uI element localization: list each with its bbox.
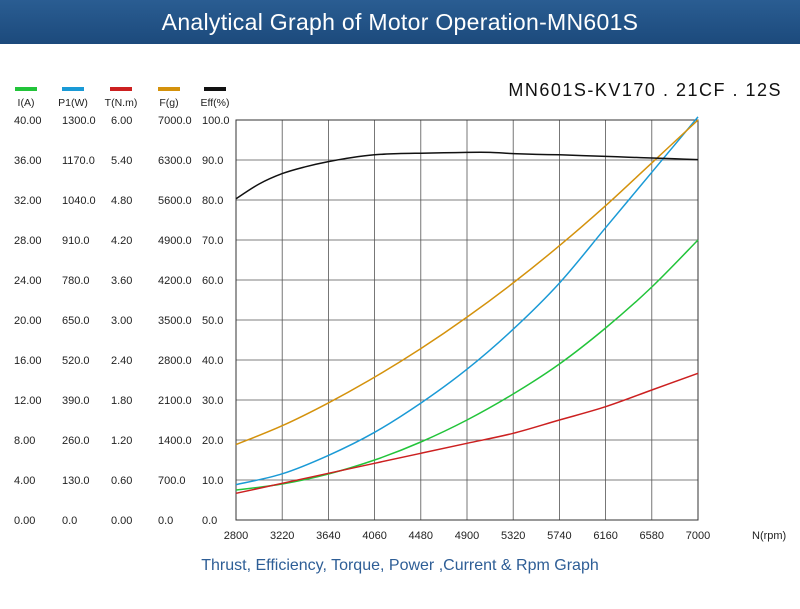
y-tick-label: 4.00 bbox=[14, 475, 35, 487]
x-tick-label: 3640 bbox=[316, 530, 340, 542]
y-tick-label: 4200.0 bbox=[158, 275, 192, 287]
y-tick-label: 24.00 bbox=[14, 275, 42, 287]
series-lines bbox=[235, 116, 699, 495]
series-line-1 bbox=[235, 116, 699, 486]
y-tick-label: 780.0 bbox=[62, 275, 90, 287]
y-tick-label: 20.0 bbox=[202, 435, 223, 447]
y-tick-label: 4.20 bbox=[111, 235, 132, 247]
y-tick-label: 3.60 bbox=[111, 275, 132, 287]
y-tick-label: 5.40 bbox=[111, 155, 132, 167]
y-tick-label: 8.00 bbox=[14, 435, 35, 447]
y-tick-label: 1300.0 bbox=[62, 115, 96, 127]
legend-label-3: F(g) bbox=[159, 97, 178, 109]
x-tick-label: 4060 bbox=[362, 530, 386, 542]
x-tick-label: 7000 bbox=[686, 530, 710, 542]
y-tick-label: 6.00 bbox=[111, 115, 132, 127]
series-line-2 bbox=[235, 372, 699, 495]
x-tick-label: 4480 bbox=[409, 530, 433, 542]
series-line-0 bbox=[235, 239, 699, 491]
y-tick-label: 2100.0 bbox=[158, 395, 192, 407]
legend-label-0: I(A) bbox=[18, 97, 35, 109]
y-tick-label: 700.0 bbox=[158, 475, 186, 487]
model-label: MN601S-KV170 . 21CF . 12S bbox=[508, 80, 782, 100]
y-tick-label: 10.0 bbox=[202, 475, 223, 487]
x-tick-label: 6160 bbox=[593, 530, 617, 542]
legend-swatch-4 bbox=[204, 87, 226, 91]
legend-swatch-2 bbox=[110, 87, 132, 91]
y-tick-label: 1400.0 bbox=[158, 435, 192, 447]
x-tick-label: 2800 bbox=[224, 530, 248, 542]
y-tick-label: 390.0 bbox=[62, 395, 90, 407]
x-axis-label: N(rpm) bbox=[752, 530, 786, 542]
series-line-4 bbox=[235, 151, 699, 200]
y-tick-label: 1040.0 bbox=[62, 195, 96, 207]
y-tick-label: 90.0 bbox=[202, 155, 223, 167]
plot-frame bbox=[235, 119, 699, 521]
y-tick-label: 80.0 bbox=[202, 195, 223, 207]
y-tick-label: 0.0 bbox=[62, 515, 77, 527]
y-tick-label: 4900.0 bbox=[158, 235, 192, 247]
y-tick-label: 60.0 bbox=[202, 275, 223, 287]
y-tick-label: 130.0 bbox=[62, 475, 90, 487]
y-tick-label: 0.0 bbox=[202, 515, 217, 527]
legend-label-2: T(N.m) bbox=[105, 97, 138, 109]
legend-swatch-0 bbox=[15, 87, 37, 91]
chart-caption: Thrust, Efficiency, Torque, Power ,Curre… bbox=[201, 557, 599, 574]
y-tick-label: 32.00 bbox=[14, 195, 42, 207]
y-tick-label: 3500.0 bbox=[158, 315, 192, 327]
x-tick-label: 6580 bbox=[640, 530, 664, 542]
legend: I(A) P1(W) T(N.m) F(g) Eff(%) bbox=[15, 87, 229, 109]
y-tick-label: 0.0 bbox=[158, 515, 173, 527]
y-tick-label: 0.00 bbox=[111, 515, 132, 527]
y-tick-label: 16.00 bbox=[14, 355, 42, 367]
y-tick-label: 30.0 bbox=[202, 395, 223, 407]
y-tick-label: 520.0 bbox=[62, 355, 90, 367]
legend-swatch-3 bbox=[158, 87, 180, 91]
y-tick-label: 40.0 bbox=[202, 355, 223, 367]
y-tick-label: 5600.0 bbox=[158, 195, 192, 207]
y-tick-label: 0.60 bbox=[111, 475, 132, 487]
y-tick-label: 20.00 bbox=[14, 315, 42, 327]
y-tick-label: 3.00 bbox=[111, 315, 132, 327]
y-tick-label: 70.0 bbox=[202, 235, 223, 247]
y-tick-label: 28.00 bbox=[14, 235, 42, 247]
y-tick-label: 2800.0 bbox=[158, 355, 192, 367]
x-tick-label: 4900 bbox=[455, 530, 479, 542]
y-tick-label: 1170.0 bbox=[62, 155, 95, 167]
chart-title: Analytical Graph of Motor Operation-MN60… bbox=[0, 0, 800, 44]
legend-swatch-1 bbox=[62, 87, 84, 91]
y-tick-label: 260.0 bbox=[62, 435, 90, 447]
y-tick-label: 1.80 bbox=[111, 395, 132, 407]
x-tick-label: 3220 bbox=[270, 530, 294, 542]
y-tick-label: 100.0 bbox=[202, 115, 230, 127]
y-tick-label: 1.20 bbox=[111, 435, 132, 447]
y-tick-label: 40.00 bbox=[14, 115, 42, 127]
y-tick-label: 4.80 bbox=[111, 195, 132, 207]
y-tick-label: 0.00 bbox=[14, 515, 35, 527]
legend-label-4: Eff(%) bbox=[201, 97, 230, 109]
y-tick-label: 50.0 bbox=[202, 315, 223, 327]
y-tick-label: 650.0 bbox=[62, 315, 90, 327]
y-axis-labels: 0.00 4.00 8.00 12.00 16.00 20.00 24.00 28.00 32.… bbox=[14, 115, 230, 527]
y-tick-label: 910.0 bbox=[62, 235, 90, 247]
y-tick-label: 2.40 bbox=[111, 355, 132, 367]
y-tick-label: 12.00 bbox=[14, 395, 42, 407]
series-line-3 bbox=[235, 119, 699, 446]
y-tick-label: 7000.0 bbox=[158, 115, 192, 127]
x-tick-label: 5740 bbox=[547, 530, 571, 542]
y-tick-label: 36.00 bbox=[14, 155, 42, 167]
grid bbox=[235, 119, 699, 521]
legend-label-1: P1(W) bbox=[58, 97, 88, 109]
x-tick-label: 5320 bbox=[501, 530, 525, 542]
y-tick-label: 6300.0 bbox=[158, 155, 192, 167]
x-axis-labels: 2800 3220 3640 4060 4480 4900 5320 5740 6160 6580… bbox=[224, 530, 786, 542]
